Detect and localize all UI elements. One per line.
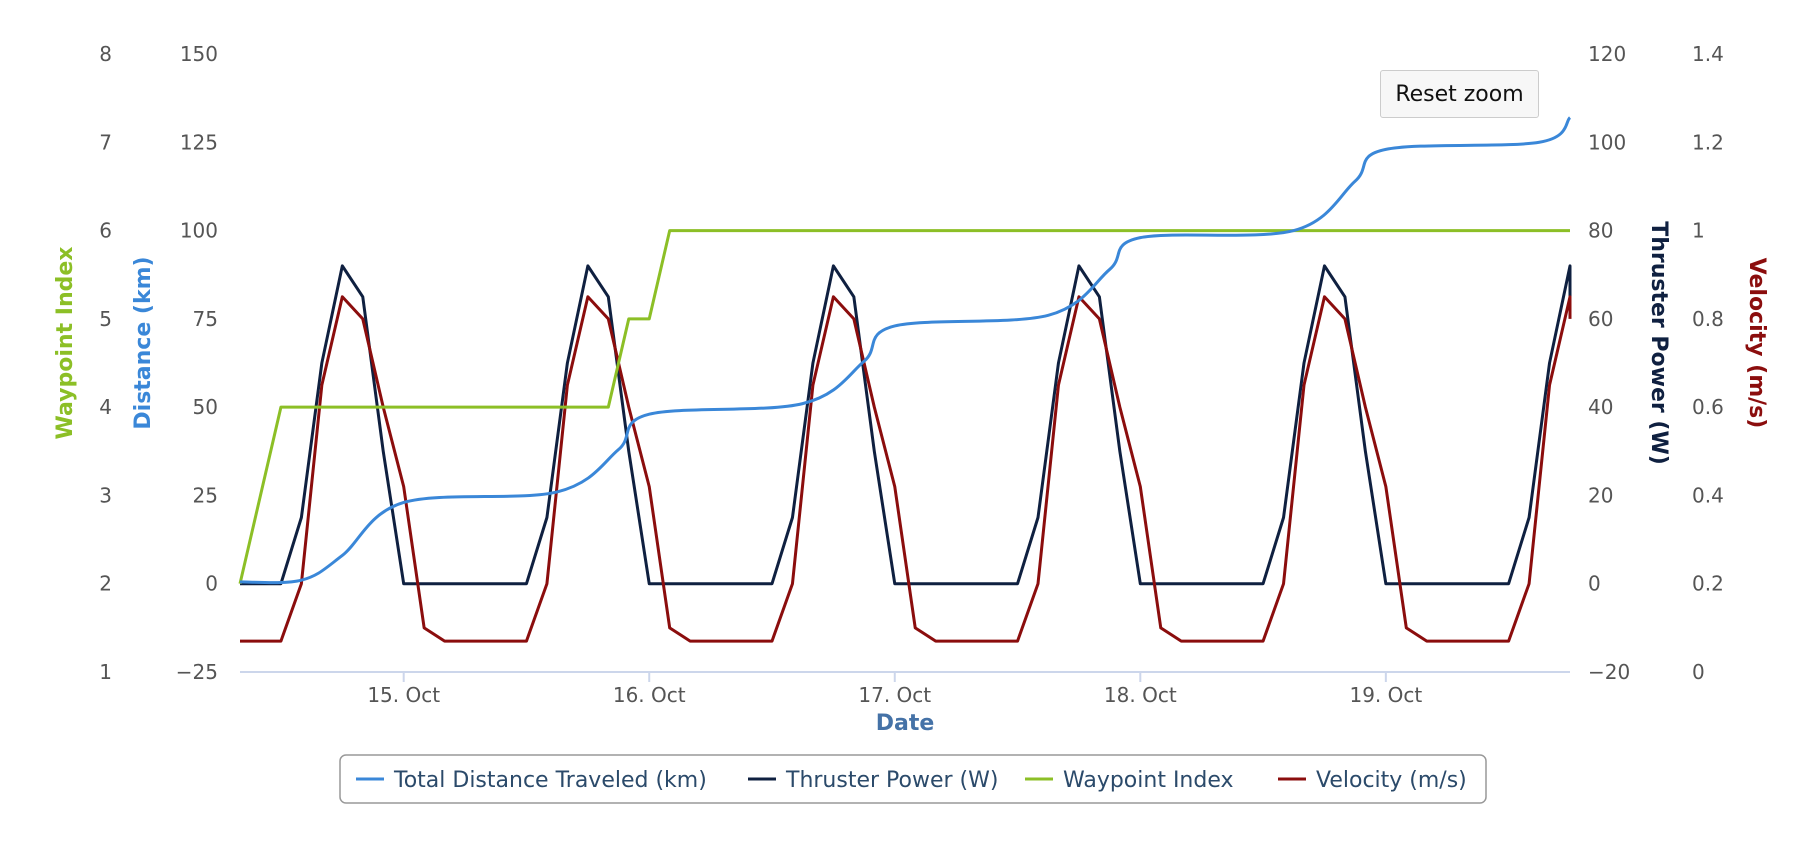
- distance-tick-label: 0: [205, 572, 218, 596]
- series-line-thruster-power-w: [240, 264, 1572, 586]
- distance-tick-label: 150: [180, 42, 218, 66]
- waypoint-tick-label: 3: [99, 483, 112, 507]
- legend-item-label: Total Distance Traveled (km): [393, 768, 707, 793]
- waypoint-tick-label: 1: [99, 660, 112, 684]
- legend-item-label: Waypoint Index: [1063, 768, 1234, 793]
- waypoint-tick-label: 8: [99, 42, 112, 66]
- waypoint-tick-label: 4: [99, 395, 112, 419]
- x-tick-label: 19. Oct: [1349, 683, 1422, 707]
- velocity-tick-label: 1: [1692, 219, 1705, 243]
- waypoint-tick-label: 6: [99, 219, 112, 243]
- velocity-tick-label: 0: [1692, 660, 1705, 684]
- power-tick-label: 0: [1588, 572, 1601, 596]
- series-line-total-distance-traveled-km: [239, 116, 1572, 585]
- power-tick-label: 40: [1588, 395, 1613, 419]
- distance-tick-label: 100: [180, 219, 218, 243]
- power-tick-label: −20: [1588, 660, 1630, 684]
- reset-zoom-button[interactable]: Reset zoom: [1380, 70, 1539, 118]
- distance-tick-label: 125: [180, 130, 218, 154]
- x-tick-label: 18. Oct: [1104, 683, 1177, 707]
- series-line-waypoint-index: [238, 229, 1570, 585]
- waypoint-tick-label: 5: [99, 307, 112, 331]
- waypoint-tick-label: 2: [99, 572, 112, 596]
- distance-axis-title: Distance (km): [131, 256, 156, 429]
- velocity-tick-label: 1.2: [1692, 130, 1724, 154]
- power-tick-label: 80: [1588, 219, 1613, 243]
- series-line-velocity-m-s: [240, 295, 1572, 643]
- velocity-tick-label: 1.4: [1692, 42, 1724, 66]
- distance-tick-label: 75: [193, 307, 218, 331]
- legend-item-label: Thruster Power (W): [785, 768, 998, 793]
- distance-tick-label: 50: [193, 395, 218, 419]
- legend-item-label: Velocity (m/s): [1316, 768, 1467, 793]
- waypoint-axis-title: Waypoint Index: [53, 247, 78, 440]
- legend-box: [339, 754, 1487, 804]
- power-tick-label: 100: [1588, 130, 1626, 154]
- x-tick-label: 15. Oct: [367, 683, 440, 707]
- distance-tick-label: −25: [176, 660, 218, 684]
- x-tick-label: 17. Oct: [858, 683, 931, 707]
- velocity-tick-label: 0.6: [1692, 395, 1724, 419]
- waypoint-tick-label: 7: [99, 130, 112, 154]
- velocity-tick-label: 0.2: [1692, 572, 1724, 596]
- velocity-tick-label: 0.8: [1692, 307, 1724, 331]
- velocity-axis-title: Velocity (m/s): [1744, 258, 1769, 429]
- power-axis-title: Thruster Power (W): [1646, 221, 1671, 465]
- power-tick-label: 120: [1588, 42, 1626, 66]
- x-tick-label: 16. Oct: [613, 683, 686, 707]
- velocity-tick-label: 0.4: [1692, 483, 1724, 507]
- power-tick-label: 60: [1588, 307, 1613, 331]
- x-axis-title: Date: [876, 711, 935, 736]
- power-tick-label: 20: [1588, 483, 1613, 507]
- distance-tick-label: 25: [193, 483, 218, 507]
